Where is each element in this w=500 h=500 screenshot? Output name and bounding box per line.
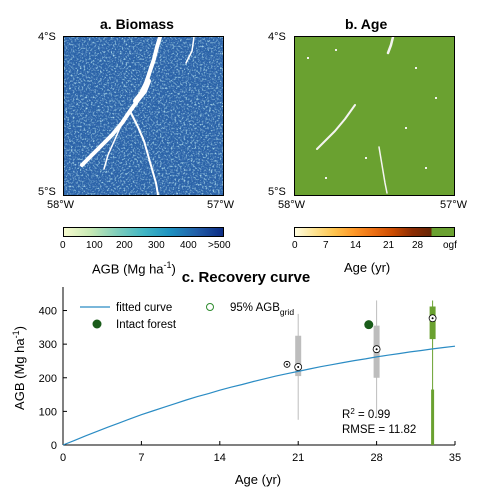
x-tick-label: 35: [449, 452, 461, 464]
panel-b-title: b. Age: [345, 16, 388, 32]
legend-agb-swatch: [206, 303, 214, 311]
age-colorbar-label: Age (yr): [344, 260, 391, 275]
boxplot-box: [429, 306, 436, 340]
age-map: [294, 36, 455, 196]
biomass-map: [63, 36, 224, 196]
x-tick-label: 28: [370, 452, 382, 464]
age-colorbar-tick: ogf: [443, 240, 457, 251]
biomass-river: [80, 37, 195, 195]
chart-xlabel: Age (yr): [235, 472, 281, 487]
chart-title: c. Recovery curve: [182, 269, 310, 286]
legend-agb-label: 95% AGBgrid: [230, 302, 294, 317]
age-colorbar-tick: 7: [323, 240, 329, 251]
panel-a-ytick-bottom: 5°S: [38, 186, 56, 198]
agb-colorbar: [63, 227, 224, 237]
boxplot-box: [373, 325, 380, 378]
agb-colorbar-tick: 0: [60, 240, 66, 251]
y-tick-label: 300: [39, 339, 57, 351]
age-map-features: [307, 37, 437, 194]
x-tick-label: 21: [292, 452, 304, 464]
boxplot-median: [428, 314, 437, 323]
intact-forest-point: [364, 320, 374, 330]
agb-colorbar-tick: 300: [148, 240, 165, 251]
agb-colorbar-label: AGB (Mg ha-1): [92, 260, 176, 277]
panel-b-ytick-top: 4°S: [268, 31, 286, 43]
boxplot-median-dot: [297, 366, 300, 369]
agb-colorbar-tick: 200: [116, 240, 133, 251]
y-tick-label: 400: [39, 306, 57, 318]
agb-colorbar-tick: >500: [208, 240, 231, 251]
boxplot-box: [295, 335, 302, 377]
biomass-texture: [64, 37, 223, 195]
age-map-clearings: [307, 49, 437, 179]
age-colorbar-tick: 28: [412, 240, 424, 251]
r2-annotation: R2 = 0.99: [342, 407, 390, 421]
legend-intact-swatch: [92, 319, 102, 329]
x-tick-label: 0: [60, 452, 66, 464]
rmse-annotation: RMSE = 11.82: [342, 424, 416, 436]
age-colorbar-tick: 0: [292, 240, 298, 251]
agb95-point: [283, 360, 291, 368]
panel-b-ytick-bottom: 5°S: [268, 186, 286, 198]
panel-a-xtick-right: 57°W: [207, 199, 235, 211]
legend-intact-label: Intact forest: [116, 319, 177, 331]
agb-colorbar-tick: 400: [180, 240, 197, 251]
boxplot-median: [294, 363, 303, 371]
panel-a-title: a. Biomass: [100, 16, 174, 32]
svg-text:AGB (Mg ha-1): AGB (Mg ha-1): [11, 326, 27, 410]
panel-b-xtick-right: 57°W: [440, 199, 468, 211]
age-colorbar: [294, 227, 455, 237]
panel-a-ytick-top: 4°S: [38, 31, 56, 43]
boxplot-median-dot: [375, 348, 378, 351]
y-tick-label: 0: [51, 440, 57, 452]
legend-fitted-label: fitted curve: [116, 302, 172, 314]
x-tick-label: 14: [214, 452, 226, 464]
chart-legend: fitted curve 95% AGBgrid Intact forest: [80, 302, 294, 331]
age-colorbar-tick: 21: [383, 240, 395, 251]
y-tick-label: 100: [39, 406, 57, 418]
boxplot-median-dot: [431, 317, 434, 320]
agb-colorbar-tick: 100: [86, 240, 103, 251]
y-tick-label: 200: [39, 373, 57, 385]
age-map-river: [316, 37, 395, 194]
panel-b-xtick-left: 58°W: [278, 199, 306, 211]
x-tick-label: 7: [138, 452, 144, 464]
agb95-point-dot: [286, 363, 288, 366]
panel-a-xtick-left: 58°W: [47, 199, 75, 211]
age-colorbar-tick: 14: [350, 240, 362, 251]
fitted-curve: [62, 345, 456, 446]
chart-ylabel: AGB (Mg ha-1): [11, 326, 27, 410]
boxplot-median: [372, 345, 381, 354]
